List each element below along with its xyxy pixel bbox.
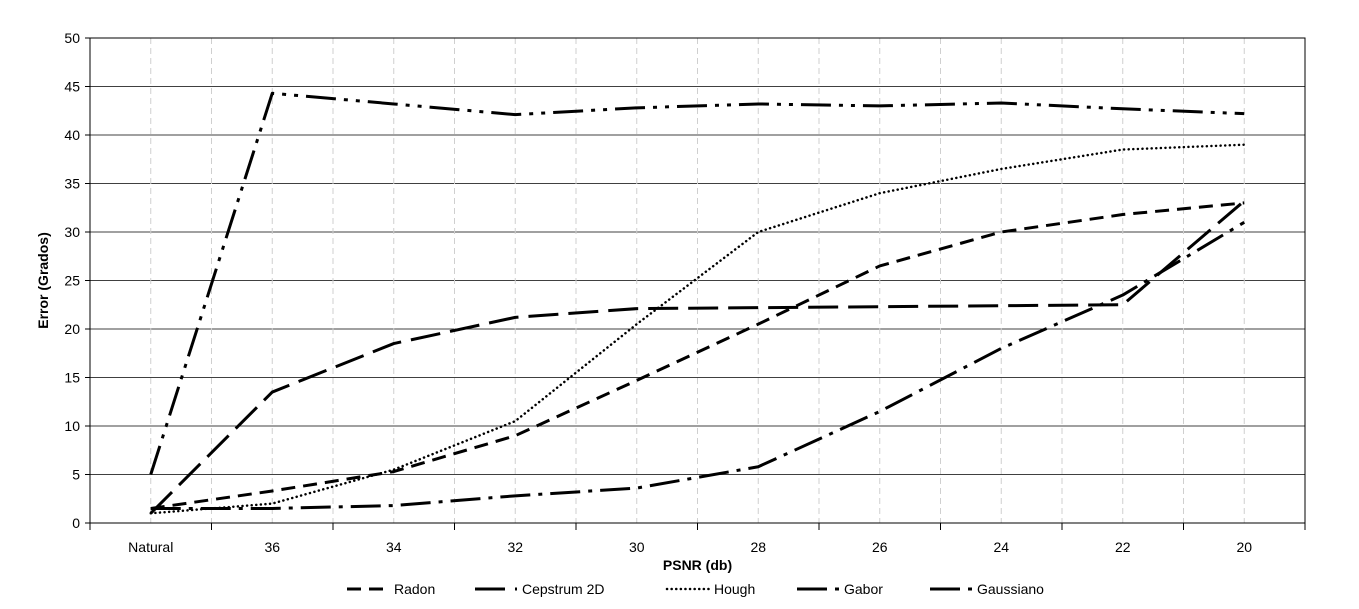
- series-line-gabor: [149, 91, 1245, 475]
- x-tick-label: 28: [750, 539, 766, 555]
- y-tick-label: 5: [72, 467, 80, 483]
- x-tick-label: 20: [1236, 539, 1252, 555]
- legend-label: Gabor: [844, 581, 883, 597]
- x-tick-label: 32: [507, 539, 523, 555]
- x-tick-label: 36: [264, 539, 280, 555]
- legend: Radon Cepstrum 2D Hough Gabor Gaussiano: [347, 581, 1044, 597]
- y-tick-label: 40: [64, 127, 80, 143]
- series-lines: [149, 91, 1246, 515]
- y-tick-label: 50: [64, 30, 80, 46]
- series-line-radon: [150, 201, 1245, 510]
- y-tick-label: 15: [64, 370, 80, 386]
- y-tick-label: 20: [64, 321, 80, 337]
- x-axis-title: PSNR (db): [663, 557, 732, 573]
- y-tick-label: 30: [64, 224, 80, 240]
- y-axis-title: Error (Grados): [35, 232, 51, 328]
- legend-label: Cepstrum 2D: [522, 581, 604, 597]
- gridlines: [90, 37, 1305, 523]
- x-tick-label: 30: [629, 539, 645, 555]
- legend-label: Radon: [394, 581, 435, 597]
- series-line-gaussiano: [150, 221, 1246, 510]
- series-line-cepstrum: [149, 199, 1246, 515]
- y-tick-label: 35: [64, 176, 80, 192]
- y-tick-label: 45: [64, 79, 80, 95]
- y-tick-label: 0: [72, 515, 80, 531]
- legend-label: Gaussiano: [977, 581, 1044, 597]
- legend-label: Hough: [714, 581, 755, 597]
- x-tick-label: 24: [993, 539, 1009, 555]
- y-tick-label: 25: [64, 273, 80, 289]
- x-tick-label: 26: [872, 539, 888, 555]
- y-axis-ticks: 0 5 10 15 20 25 30 35 40 45 50: [64, 30, 90, 531]
- y-tick-label: 10: [64, 418, 80, 434]
- x-tick-label: 22: [1115, 539, 1131, 555]
- series-line-hough: [149, 143, 1246, 515]
- x-tick-label: 34: [386, 539, 402, 555]
- x-tick-label: Natural: [128, 539, 173, 555]
- x-axis-ticks: Natural 36 34 32 30 28 26 24 22 20: [89, 523, 1306, 555]
